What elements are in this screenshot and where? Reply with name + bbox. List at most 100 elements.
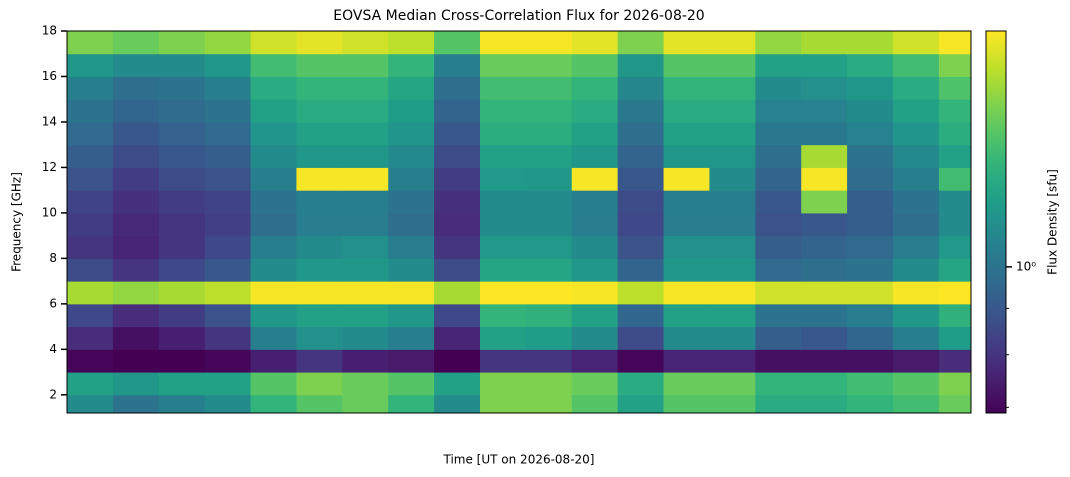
heatmap-cell xyxy=(250,53,297,77)
heatmap-cell xyxy=(847,303,894,328)
heatmap-cell xyxy=(296,121,343,146)
heatmap-cell xyxy=(479,99,527,123)
x-axis-label: Time [UT on 2026-08-20] xyxy=(443,453,595,467)
heatmap-cell xyxy=(709,326,756,350)
heatmap-cell xyxy=(388,53,435,77)
heatmap-cell xyxy=(847,190,894,214)
heatmap-cell xyxy=(296,303,343,328)
heatmap-cell xyxy=(112,303,160,328)
heatmap-cell xyxy=(112,258,160,282)
heatmap-cell xyxy=(250,394,297,414)
heatmap-cell xyxy=(709,144,756,168)
heatmap-cell xyxy=(204,326,252,350)
heatmap-cell xyxy=(709,121,756,146)
heatmap-cell xyxy=(938,76,972,100)
heatmap-cell xyxy=(525,281,573,305)
heatmap-cell xyxy=(617,281,665,305)
heatmap-cell xyxy=(847,167,894,191)
heatmap-cell xyxy=(112,31,160,55)
heatmap-cell xyxy=(892,349,940,373)
heatmap-cell xyxy=(755,303,802,328)
heatmap-cell xyxy=(571,349,619,373)
heatmap-cell xyxy=(296,76,343,100)
heatmap-cell xyxy=(663,190,710,214)
heatmap-cell xyxy=(342,349,389,373)
heatmap-cell xyxy=(938,281,972,305)
heatmap-cell xyxy=(204,349,252,373)
heatmap-cell xyxy=(434,76,481,100)
heatmap-cell xyxy=(571,235,619,259)
heatmap-cell xyxy=(112,144,160,168)
heatmap-cell xyxy=(847,394,894,414)
heatmap-cell xyxy=(801,303,848,328)
chart-title: EOVSA Median Cross-Correlation Flux for … xyxy=(333,8,704,24)
heatmap-cell xyxy=(847,349,894,373)
heatmap-cell xyxy=(112,326,160,350)
heatmap-cell xyxy=(617,303,665,328)
heatmap-cell xyxy=(204,258,252,282)
heatmap-cell xyxy=(525,31,573,55)
heatmap-cell xyxy=(801,349,848,373)
heatmap-cell xyxy=(112,53,160,77)
heatmap-cell xyxy=(479,53,527,77)
heatmap-cell xyxy=(342,99,389,123)
heatmap-cell xyxy=(892,281,940,305)
heatmap-cell xyxy=(158,326,206,350)
heatmap-cell xyxy=(479,76,527,100)
heatmap-cell xyxy=(617,372,665,396)
heatmap-cell xyxy=(571,303,619,328)
heatmap-cell xyxy=(617,167,665,191)
heatmap-cell xyxy=(434,144,481,168)
heatmap-cell xyxy=(663,394,710,414)
heatmap-cell xyxy=(709,281,756,305)
heatmap-cell xyxy=(847,53,894,77)
heatmap-cell xyxy=(250,99,297,123)
heatmap-cell xyxy=(801,144,848,168)
heatmap-cell xyxy=(525,167,573,191)
y-tick-label: 16 xyxy=(42,69,57,83)
heatmap-cell xyxy=(525,190,573,214)
heatmap-cell xyxy=(663,212,710,237)
heatmap-cell xyxy=(158,144,206,168)
heatmap-cell xyxy=(158,190,206,214)
heatmap-cell xyxy=(67,349,114,373)
heatmap-cell xyxy=(479,167,527,191)
heatmap-cell xyxy=(755,190,802,214)
heatmap-cell xyxy=(525,53,573,77)
heatmap-cell xyxy=(296,281,343,305)
heatmap-cell xyxy=(158,121,206,146)
heatmap-cell xyxy=(709,394,756,414)
heatmap-cell xyxy=(617,326,665,350)
heatmap-cell xyxy=(250,76,297,100)
heatmap-cell xyxy=(204,99,252,123)
heatmap-cell xyxy=(663,76,710,100)
heatmap-cell xyxy=(938,349,972,373)
heatmap-cell xyxy=(158,167,206,191)
heatmap-cell xyxy=(296,53,343,77)
heatmap-cell xyxy=(250,281,297,305)
heatmap-cell xyxy=(250,303,297,328)
heatmap-cell xyxy=(296,212,343,237)
heatmap-cell xyxy=(709,235,756,259)
heatmap-cell xyxy=(342,372,389,396)
heatmap-cell xyxy=(296,167,343,191)
heatmap-cell xyxy=(892,235,940,259)
heatmap-cell xyxy=(388,349,435,373)
heatmap-cell xyxy=(112,372,160,396)
heatmap-cell xyxy=(158,76,206,100)
heatmap-cell xyxy=(847,99,894,123)
heatmap-cell xyxy=(67,372,114,396)
heatmap-cell xyxy=(434,235,481,259)
heatmap-cell xyxy=(479,190,527,214)
heatmap-cell xyxy=(479,326,527,350)
heatmap-cell xyxy=(938,167,972,191)
heatmap-cell xyxy=(434,258,481,282)
heatmap-cell xyxy=(938,303,972,328)
heatmap-cell xyxy=(158,212,206,237)
heatmap-cell xyxy=(67,212,114,237)
heatmap-cell xyxy=(892,394,940,414)
heatmap-cell xyxy=(388,212,435,237)
y-tick-label: 6 xyxy=(49,296,57,310)
heatmap-cell xyxy=(342,235,389,259)
